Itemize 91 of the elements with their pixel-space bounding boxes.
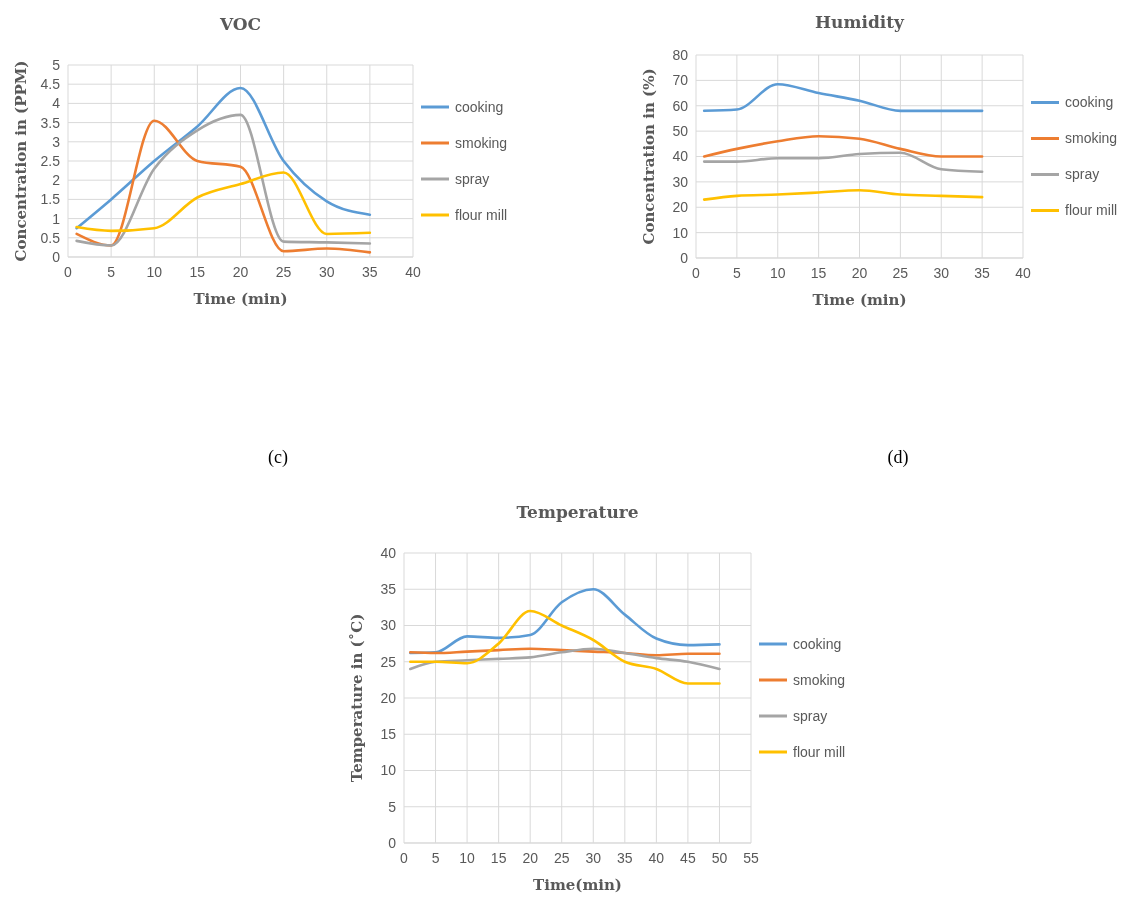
line-series — [75, 171, 372, 236]
x-axis-title: Time (min) — [193, 290, 288, 308]
chart-title: VOC — [218, 14, 262, 34]
x-tick-label: 30 — [585, 850, 602, 866]
legend-label: flour mill — [1065, 202, 1118, 219]
legend-label: smoking — [455, 134, 508, 151]
x-tick-label: 5 — [107, 264, 116, 280]
y-tick-label: 4.5 — [40, 76, 61, 93]
x-tick-label: 55 — [743, 850, 759, 866]
chart-title: Humidity — [815, 12, 906, 32]
y-tick-label: 80 — [672, 46, 689, 63]
x-tick-label: 0 — [400, 850, 409, 866]
x-tick-label: 0 — [692, 265, 701, 281]
y-tick-label: 70 — [672, 72, 689, 89]
x-tick-label: 50 — [711, 850, 728, 866]
line-series — [702, 188, 984, 201]
x-tick-label: 5 — [732, 265, 741, 281]
y-tick-label: 40 — [380, 544, 397, 561]
x-axis-title: Time (min) — [812, 291, 907, 309]
y-axis-title: Concentration in (%) — [640, 68, 658, 245]
legend-label: spray — [793, 707, 828, 724]
line-series — [409, 609, 721, 685]
line-series — [702, 82, 984, 113]
x-tick-label: 35 — [974, 265, 991, 281]
x-tick-label: 15 — [490, 850, 507, 866]
y-tick-label: 3.5 — [40, 114, 61, 131]
x-tick-label: 40 — [1015, 265, 1031, 281]
y-axis-title: Concentration in (PPM) — [12, 60, 30, 262]
y-tick-label: 25 — [380, 653, 397, 670]
x-tick-label: 25 — [553, 850, 570, 866]
x-tick-label: 30 — [933, 265, 950, 281]
y-tick-label: 10 — [380, 762, 397, 779]
x-tick-label: 15 — [189, 264, 206, 280]
y-tick-label: 1 — [52, 210, 61, 227]
x-tick-label: 10 — [769, 265, 786, 281]
y-tick-label: 3 — [52, 133, 61, 150]
x-tick-label: 40 — [648, 850, 665, 866]
line-series — [75, 86, 372, 230]
y-tick-label: 20 — [380, 689, 397, 706]
text: (c) — [268, 447, 288, 468]
y-tick-label: 0 — [680, 249, 689, 266]
y-tick-label: 30 — [672, 173, 689, 190]
x-tick-label: 40 — [405, 264, 421, 280]
chart-title: Temperature — [516, 502, 639, 522]
y-tick-label: 1.5 — [40, 191, 61, 208]
x-tick-label: 20 — [232, 264, 249, 280]
x-tick-label: 45 — [680, 850, 696, 866]
legend-label: cooking — [455, 98, 504, 115]
text: (d) — [887, 447, 909, 468]
legend-label: flour mill — [455, 206, 508, 223]
x-tick-label: 20 — [522, 850, 539, 866]
x-tick-label: 5 — [431, 850, 440, 866]
y-tick-label: 0 — [388, 834, 397, 851]
legend-label: smoking — [793, 671, 846, 688]
x-tick-label: 25 — [275, 264, 292, 280]
x-tick-label: 30 — [318, 264, 335, 280]
y-tick-label: 20 — [672, 199, 689, 216]
x-axis-title: Time(min) — [533, 876, 622, 894]
y-tick-label: 4 — [52, 95, 61, 112]
x-tick-label: 0 — [64, 264, 73, 280]
x-tick-label: 25 — [892, 265, 909, 281]
x-tick-label: 35 — [362, 264, 378, 280]
y-tick-label: 5 — [52, 56, 61, 73]
y-axis-title: Temperature in (˚C) — [348, 613, 366, 783]
x-tick-label: 20 — [851, 265, 868, 281]
x-tick-label: 15 — [810, 265, 827, 281]
legend-label: spray — [455, 170, 490, 187]
legend-label: flour mill — [793, 743, 846, 760]
y-tick-label: 30 — [380, 617, 397, 634]
y-tick-label: 60 — [672, 97, 689, 114]
legend-label: cooking — [1065, 94, 1114, 111]
legend-label: spray — [1065, 166, 1100, 183]
y-tick-label: 40 — [672, 148, 689, 165]
legend-label: smoking — [1065, 130, 1118, 147]
y-tick-label: 35 — [380, 581, 397, 598]
y-tick-label: 0 — [52, 248, 61, 265]
x-tick-label: 35 — [617, 850, 633, 866]
line-series — [409, 647, 721, 671]
y-tick-label: 2 — [52, 172, 61, 189]
y-tick-label: 50 — [672, 123, 689, 140]
y-tick-label: 15 — [380, 726, 397, 743]
x-tick-label: 10 — [146, 264, 163, 280]
y-tick-label: 5 — [388, 798, 397, 815]
y-tick-label: 0.5 — [40, 229, 61, 246]
x-tick-label: 10 — [459, 850, 476, 866]
line-series — [702, 134, 984, 158]
legend-label: cooking — [793, 635, 842, 652]
line-series — [702, 151, 984, 174]
line-series — [409, 587, 721, 655]
y-tick-label: 10 — [672, 224, 689, 241]
y-tick-label: 2.5 — [40, 152, 61, 169]
